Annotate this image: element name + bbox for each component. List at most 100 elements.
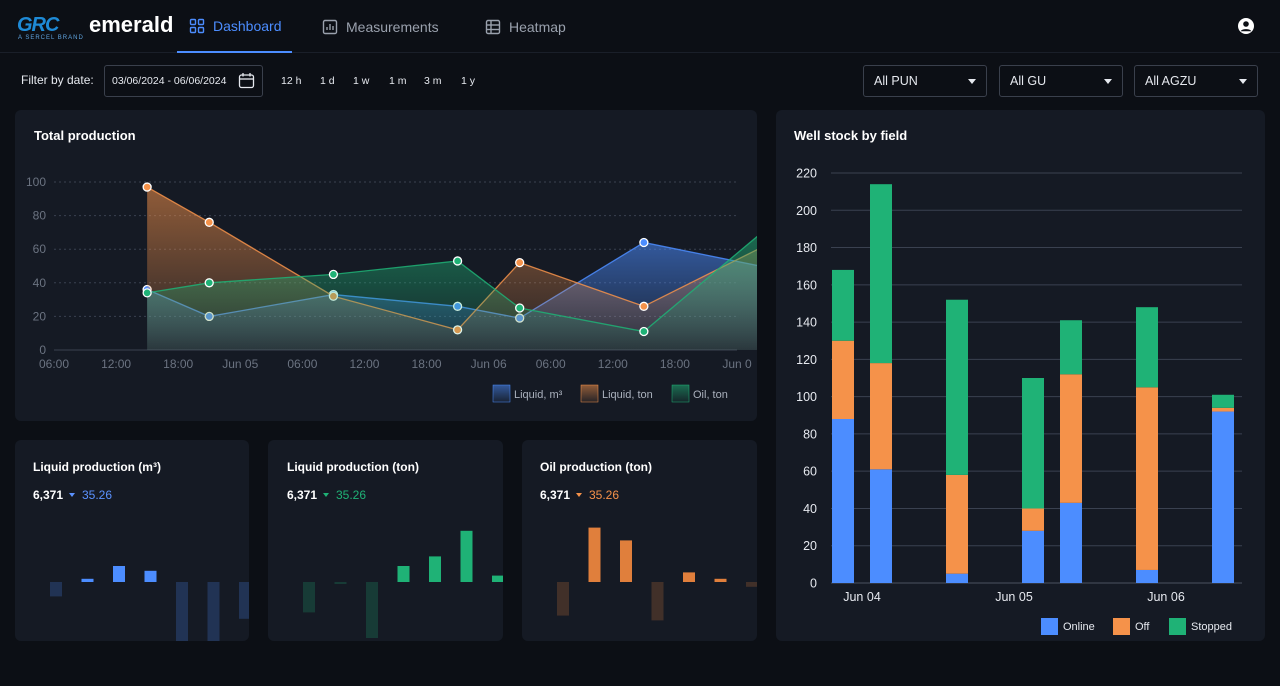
bar-segment-online — [870, 469, 892, 583]
range-12h-button[interactable]: 12 h — [281, 75, 302, 87]
oil-ton-title: Oil production (ton) — [540, 460, 652, 474]
data-point — [515, 257, 525, 268]
trend-down-icon — [576, 493, 582, 497]
bar-segment-stopped — [1022, 378, 1044, 509]
x-tick-label: 12:00 — [598, 357, 628, 371]
bar-segment-off — [832, 340, 854, 419]
bar — [397, 566, 410, 582]
bar — [588, 527, 601, 582]
bar — [50, 582, 62, 597]
bar-segment-off — [1136, 387, 1158, 570]
x-tick-label: 06:00 — [536, 357, 566, 371]
liquid-m3-value: 6,371 — [33, 488, 64, 502]
gu-select[interactable]: All GU — [999, 65, 1123, 97]
y-tick-label: 80 — [33, 209, 47, 223]
dashboard-icon — [189, 18, 205, 33]
x-tick-label: Jun 05 — [995, 590, 1033, 604]
tab-dashboard[interactable]: Dashboard — [177, 0, 292, 53]
bar-segment-stopped — [1212, 394, 1234, 408]
chevron-down-icon — [968, 79, 976, 84]
y-tick-label: 120 — [796, 353, 817, 367]
chevron-down-icon — [1104, 79, 1112, 84]
bar-segment-off — [1022, 508, 1044, 531]
date-range-value: 03/06/2024 - 06/06/2024 — [112, 75, 227, 87]
legend-swatch — [492, 384, 511, 403]
bar — [81, 578, 94, 582]
legend-swatch — [580, 384, 599, 403]
bar — [176, 582, 188, 641]
y-tick-label: 40 — [803, 502, 817, 516]
legend-swatch — [671, 384, 690, 403]
bar-segment-online — [1212, 411, 1234, 583]
bar-segment-off — [1060, 374, 1082, 503]
range-3m-button[interactable]: 3 m — [424, 75, 442, 87]
bar-segment-online — [1022, 530, 1044, 583]
user-account-icon[interactable] — [1237, 17, 1255, 35]
y-tick-label: 220 — [796, 167, 817, 181]
liquid-ton-title: Liquid production (ton) — [287, 460, 419, 474]
bar-chart-icon — [322, 19, 338, 34]
filter-by-date-label: Filter by date: — [21, 73, 94, 87]
range-1y-button[interactable]: 1 y — [461, 75, 476, 87]
y-tick-label: 200 — [796, 204, 817, 218]
legend-label: Liquid, ton — [602, 389, 653, 401]
data-point — [142, 288, 152, 298]
legend-swatch — [1113, 618, 1130, 635]
data-point — [452, 256, 463, 266]
bar — [557, 582, 569, 616]
legend-label: Liquid, m³ — [514, 389, 563, 401]
y-tick-label: 180 — [796, 241, 817, 255]
calendar-icon[interactable] — [238, 72, 255, 89]
tab-measurements-label: Measurements — [346, 18, 439, 35]
range-1w-button[interactable]: 1 w — [353, 75, 370, 87]
total-production-title: Total production — [34, 128, 136, 143]
stacked-bar — [1060, 320, 1082, 583]
stacked-bar — [946, 299, 968, 583]
liquid-m3-sparkbars — [50, 566, 249, 641]
x-tick-label: Jun 06 — [1147, 590, 1185, 604]
y-tick-label: 160 — [796, 278, 817, 292]
agzu-select-value: All AGZU — [1145, 74, 1197, 88]
bar-segment-stopped — [1060, 320, 1082, 375]
x-tick-label: Jun 05 — [222, 357, 258, 371]
bar — [683, 572, 695, 582]
y-tick-label: 100 — [26, 175, 46, 189]
y-tick-label: 140 — [796, 316, 817, 330]
legend-item: Off — [1113, 618, 1150, 635]
range-1m-button[interactable]: 1 m — [389, 75, 407, 87]
bar-segment-stopped — [946, 299, 968, 475]
oil-ton-sparkbars — [557, 527, 757, 621]
liquid-ton-delta: 35.26 — [336, 488, 367, 502]
y-tick-label: 80 — [803, 427, 817, 441]
y-tick-label: 60 — [33, 242, 47, 256]
legend-swatch — [1041, 618, 1058, 635]
agzu-select[interactable]: All AGZU — [1134, 65, 1258, 97]
legend-item: Liquid, m³ — [492, 384, 563, 403]
total-production-panel: Total production 0 20 40 60 80 100 06:00 12:00 1… — [15, 110, 757, 421]
range-1d-button[interactable]: 1 d — [320, 75, 335, 87]
pun-select[interactable]: All PUN — [863, 65, 987, 97]
legend-label: Off — [1135, 621, 1150, 633]
bar — [460, 530, 473, 582]
y-tick-label: 60 — [803, 465, 817, 479]
bar — [207, 582, 220, 641]
date-range-input[interactable]: 03/06/2024 - 06/06/2024 — [104, 65, 263, 97]
table-grid-icon — [485, 19, 501, 34]
bar — [620, 540, 632, 582]
bar-segment-stopped — [1136, 307, 1158, 388]
tab-heatmap[interactable]: Heatmap — [485, 0, 566, 53]
stacked-bar — [1136, 307, 1158, 583]
tab-measurements[interactable]: Measurements — [322, 0, 439, 53]
bar — [303, 582, 315, 613]
bar-segment-off — [1212, 407, 1234, 412]
oil-ton-value: 6,371 — [540, 488, 571, 502]
data-point — [639, 237, 649, 248]
x-tick-label: 18:00 — [660, 357, 690, 371]
liquid-ton-value: 6,371 — [287, 488, 318, 502]
y-tick-label: 0 — [810, 577, 817, 591]
legend-item: Liquid, ton — [580, 384, 653, 403]
gu-select-value: All GU — [1010, 74, 1047, 88]
bar — [429, 556, 441, 582]
oil-ton-delta: 35.26 — [589, 488, 620, 502]
logo-subtitle: A SERCEL BRAND — [18, 35, 84, 41]
